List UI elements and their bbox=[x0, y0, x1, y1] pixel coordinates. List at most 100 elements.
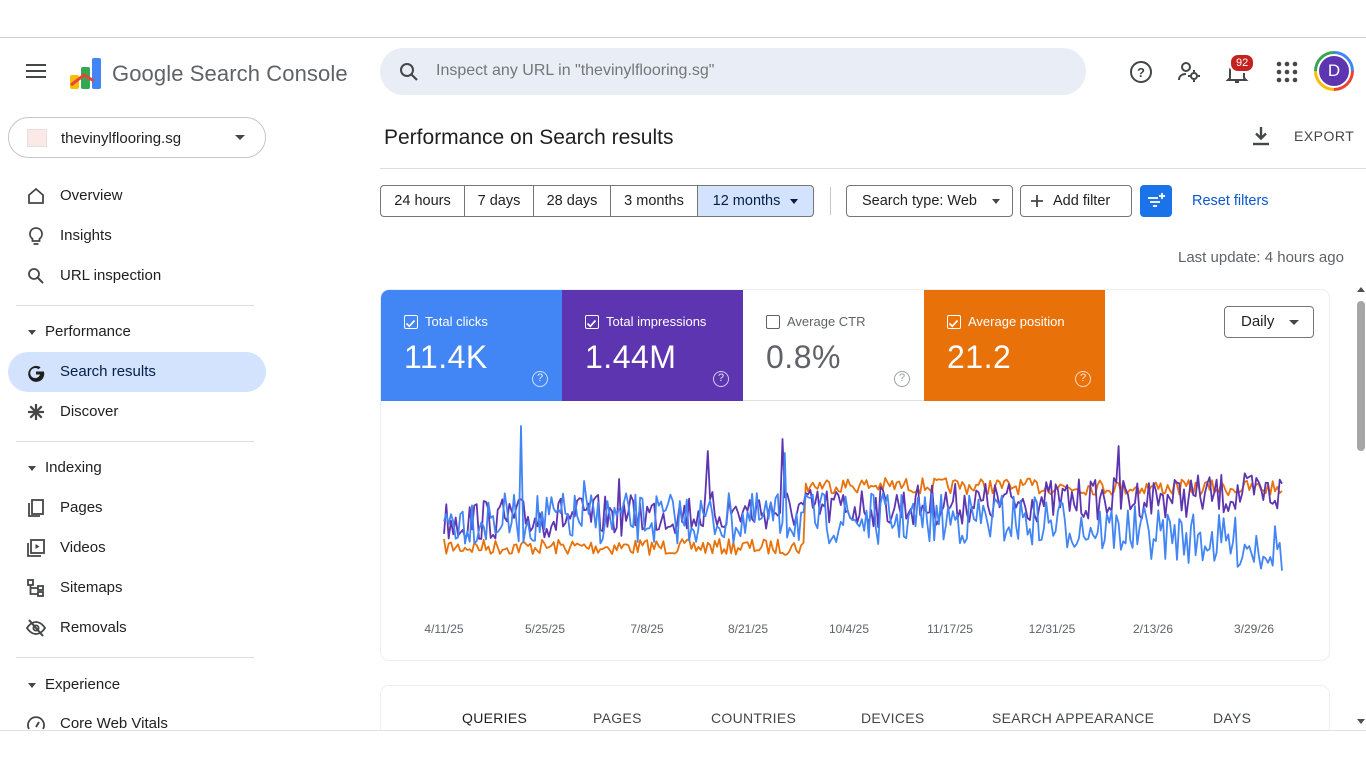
apps-grid-icon[interactable] bbox=[1274, 59, 1300, 85]
help-circle-icon[interactable]: ? bbox=[532, 371, 548, 387]
section-indexing[interactable]: Indexing bbox=[28, 459, 102, 476]
metric-average-position[interactable]: Average position 21.2 ? bbox=[924, 290, 1105, 401]
section-experience[interactable]: Experience bbox=[28, 676, 120, 693]
section-title: Experience bbox=[45, 676, 121, 693]
x-tick-label: 8/21/25 bbox=[728, 622, 768, 636]
range-12-months[interactable]: 12 months bbox=[697, 185, 814, 217]
sidebar-item-insights[interactable]: Insights bbox=[8, 216, 266, 256]
checkbox-checked-icon[interactable] bbox=[947, 315, 961, 329]
metric-label: Total clicks bbox=[425, 314, 488, 329]
pages-icon bbox=[28, 499, 44, 517]
granularity-label: Daily bbox=[1241, 313, 1275, 330]
section-title: Performance bbox=[45, 323, 131, 340]
help-icon[interactable]: ? bbox=[1128, 59, 1154, 85]
sidebar-item-url-inspection[interactable]: URL inspection bbox=[8, 256, 266, 296]
help-circle-icon[interactable]: ? bbox=[1075, 371, 1091, 387]
chevron-down-icon bbox=[1289, 320, 1299, 325]
sidebar-item-label: Videos bbox=[60, 539, 106, 556]
sidebar-item-label: Overview bbox=[60, 187, 123, 204]
performance-chart-card: Total clicks 11.4K ? Total impressions 1… bbox=[381, 290, 1329, 660]
tab-queries[interactable]: QUERIES bbox=[462, 710, 528, 726]
sidebar-item-core-web-vitals[interactable]: Core Web Vitals bbox=[8, 704, 266, 730]
chevron-down-icon bbox=[790, 198, 799, 204]
range-24-hours[interactable]: 24 hours bbox=[380, 185, 464, 217]
notification-badge: 92 bbox=[1229, 53, 1256, 73]
granularity-dropdown[interactable]: Daily bbox=[1224, 306, 1314, 338]
dimension-tabs: QUERIES PAGES COUNTRIES DEVICES SEARCH A… bbox=[381, 686, 1329, 730]
range-28-days[interactable]: 28 days bbox=[533, 185, 610, 217]
metric-total-impressions[interactable]: Total impressions 1.44M ? bbox=[562, 290, 743, 401]
google-g-icon bbox=[28, 365, 45, 382]
product-name: Google Search Console bbox=[112, 61, 348, 86]
tab-countries[interactable]: COUNTRIES bbox=[711, 710, 797, 726]
metric-value: 1.44M bbox=[585, 339, 677, 375]
lightbulb-icon bbox=[29, 227, 43, 245]
url-inspect-input[interactable] bbox=[436, 58, 1056, 84]
section-performance[interactable]: Performance bbox=[28, 323, 131, 340]
tab-pages[interactable]: PAGES bbox=[593, 710, 642, 726]
plus-icon bbox=[1031, 195, 1043, 207]
tab-days[interactable]: DAYS bbox=[1213, 710, 1252, 726]
help-circle-icon[interactable]: ? bbox=[713, 371, 729, 387]
sidebar-item-search-results[interactable]: Search results bbox=[8, 352, 266, 392]
filter-add-icon bbox=[1148, 193, 1165, 207]
performance-line-chart[interactable]: 4/11/25 5/25/25 7/8/25 8/21/25 10/4/25 11/17/… bbox=[381, 401, 1329, 660]
metric-label: Average CTR bbox=[787, 314, 866, 329]
download-icon bbox=[1253, 127, 1269, 146]
section-title: Indexing bbox=[45, 459, 102, 476]
series-average-position-line[interactable] bbox=[443, 477, 1283, 556]
sidebar-item-pages[interactable]: Pages bbox=[8, 488, 266, 528]
add-filter-button[interactable]: Add filter bbox=[1020, 185, 1132, 217]
help-circle-icon[interactable]: ? bbox=[894, 371, 910, 387]
metric-value: 11.4K bbox=[404, 339, 488, 375]
sidebar-item-sitemaps[interactable]: Sitemaps bbox=[8, 568, 266, 608]
scroll-up-arrow-icon[interactable] bbox=[1356, 285, 1366, 293]
range-7-days[interactable]: 7 days bbox=[464, 185, 533, 217]
search-type-filter[interactable]: Search type: Web bbox=[846, 185, 1013, 217]
sidebar-item-discover[interactable]: Discover bbox=[8, 392, 266, 432]
export-label: EXPORT bbox=[1294, 128, 1355, 144]
sidebar-divider bbox=[16, 441, 254, 442]
metric-average-ctr[interactable]: Average CTR 0.8% ? bbox=[743, 290, 924, 401]
sidebar-item-label: Sitemaps bbox=[60, 579, 123, 596]
main-menu-icon[interactable] bbox=[24, 61, 48, 81]
x-tick-label: 3/29/26 bbox=[1234, 622, 1274, 636]
checkbox-unchecked-icon[interactable] bbox=[766, 315, 780, 329]
metric-label: Average position bbox=[968, 314, 1065, 329]
manage-users-icon[interactable] bbox=[1176, 59, 1202, 85]
sidebar-item-overview[interactable]: Overview bbox=[8, 176, 266, 216]
sidebar-item-label: Search results bbox=[60, 363, 156, 380]
x-tick-label: 11/17/25 bbox=[927, 622, 973, 636]
property-selector[interactable]: thevinylflooring.sg bbox=[8, 117, 266, 158]
search-type-label: Search type: Web bbox=[862, 193, 977, 209]
home-icon bbox=[28, 187, 44, 204]
sidebar-item-label: Insights bbox=[60, 227, 112, 244]
chevron-down-icon bbox=[992, 199, 1000, 204]
tab-search-appearance[interactable]: SEARCH APPEARANCE bbox=[992, 710, 1155, 726]
sidebar-divider bbox=[16, 305, 254, 306]
sidebar-item-removals[interactable]: Removals bbox=[8, 608, 266, 648]
tab-devices[interactable]: DEVICES bbox=[861, 710, 925, 726]
series-total-clicks-line[interactable] bbox=[443, 425, 1283, 571]
account-avatar[interactable]: D bbox=[1314, 51, 1354, 91]
sidebar-item-label: Core Web Vitals bbox=[60, 715, 168, 730]
last-update-text: Last update: 4 hours ago bbox=[1178, 249, 1344, 266]
reset-filters-link[interactable]: Reset filters bbox=[1192, 193, 1269, 209]
filter-settings-button[interactable] bbox=[1140, 185, 1172, 217]
sidebar-item-label: Removals bbox=[60, 619, 127, 636]
browser-top-strip bbox=[0, 0, 1366, 38]
url-inspect-search[interactable] bbox=[380, 48, 1086, 95]
export-button[interactable]: EXPORT bbox=[1250, 125, 1354, 150]
metric-total-clicks[interactable]: Total clicks 11.4K ? bbox=[381, 290, 562, 401]
scrollbar-thumb[interactable] bbox=[1357, 301, 1365, 451]
sidebar-divider bbox=[16, 657, 254, 658]
page-title: Performance on Search results bbox=[384, 126, 674, 149]
sidebar-item-label: Discover bbox=[60, 403, 119, 420]
checkbox-checked-icon[interactable] bbox=[585, 315, 599, 329]
range-3-months[interactable]: 3 months bbox=[610, 185, 697, 217]
scroll-down-arrow-icon[interactable] bbox=[1356, 718, 1366, 726]
x-tick-label: 12/31/25 bbox=[1029, 622, 1076, 636]
metric-label: Total impressions bbox=[606, 314, 707, 329]
checkbox-checked-icon[interactable] bbox=[404, 315, 418, 329]
sidebar-item-videos[interactable]: Videos bbox=[8, 528, 266, 568]
